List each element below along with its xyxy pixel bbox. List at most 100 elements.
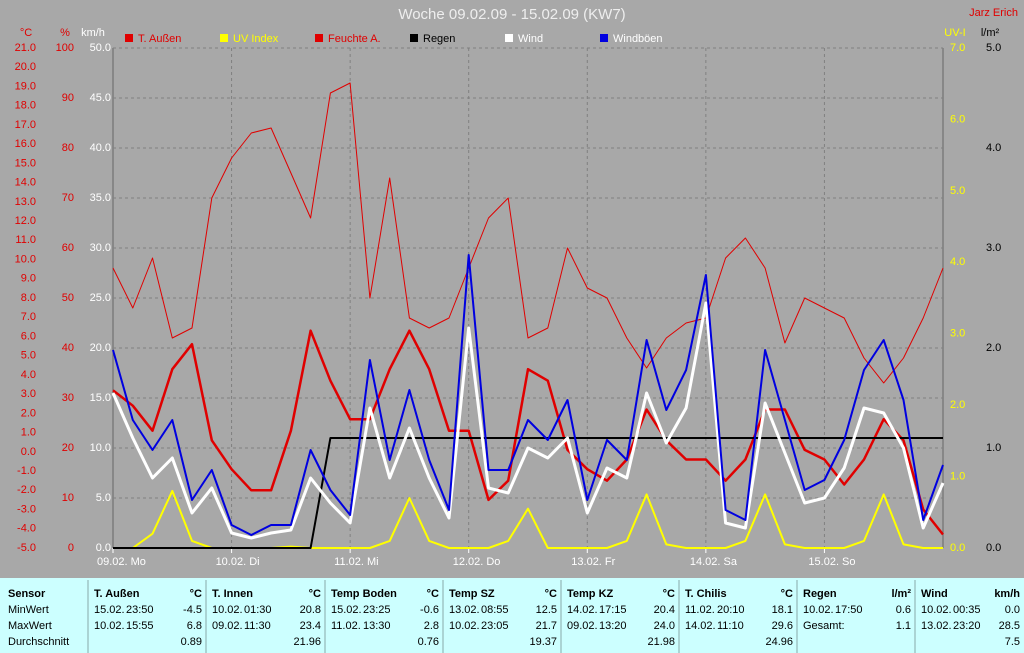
y-tick-label: 10.0 [90,442,111,454]
cell: 15.02. [331,604,362,616]
y-tick-label: -1.0 [17,465,36,477]
y-tick-label: 2.0 [21,407,36,419]
column-unit: °C [309,588,321,600]
stats-table: Sensor MinWert MaxWert Durchschnitt T. Außen… [8,580,1020,653]
y-tick-label: 25.0 [90,292,111,304]
y-tick-label: 35.0 [90,192,111,204]
x-tick-label: 15.02. So [808,556,855,568]
row-label: MinWert [8,604,49,616]
row-label: Sensor [8,588,46,600]
cell: 13.02. [449,604,480,616]
axis-title: °C [20,27,32,39]
table-background [0,578,1024,653]
cell: 17:50 [835,604,863,616]
y-tick-label: 18.0 [15,100,36,112]
y-tick-label: 6.0 [950,113,965,125]
cell: 00:35 [953,604,981,616]
legend-label: Regen [423,33,455,45]
cell: 20:10 [717,604,745,616]
y-tick-label: 19.0 [15,80,36,92]
cell: 24.96 [765,636,793,648]
y-tick-label: 4.0 [986,142,1001,154]
column-name: T. Innen [212,588,253,600]
cell: 13.02. [921,620,952,632]
column-name: Temp KZ [567,588,614,600]
y-tick-label: 3.0 [986,242,1001,254]
y-tick-label: 7.0 [21,311,36,323]
y-tick-label: 0.0 [986,542,1001,554]
y-tick-label: 100 [56,42,74,54]
column-unit: °C [781,588,793,600]
cell: 21.98 [647,636,675,648]
column-name: Regen [803,588,837,600]
y-tick-label: 50.0 [90,42,111,54]
y-tick-label: 4.0 [21,369,36,381]
column-name: Temp Boden [331,588,397,600]
cell: -0.6 [420,604,439,616]
legend-swatch [125,34,133,42]
y-tick-label: 30 [62,392,74,404]
y-tick-label: 20 [62,442,74,454]
y-tick-label: -4.0 [17,523,36,535]
axis-title: km/h [81,27,105,39]
y-tick-label: 5.0 [96,492,111,504]
series-line [111,301,945,540]
cell: 10.02. [803,604,834,616]
y-tick-label: 5.0 [950,185,965,197]
cell: 19.37 [529,636,557,648]
y-tick-label: 1.0 [950,470,965,482]
cell: 0.89 [181,636,202,648]
cell: 23:05 [481,620,509,632]
legend-swatch [220,34,228,42]
legend-label: Windböen [613,33,663,45]
legend-swatch [600,34,608,42]
cell: 13:30 [363,620,391,632]
y-tick-label: 7.0 [950,42,965,54]
y-tick-label: 40 [62,342,74,354]
y-tick-label: 80 [62,142,74,154]
column-name: T. Chilis [685,588,727,600]
y-tick-label: 15.0 [15,157,36,169]
y-tick-label: 17.0 [15,119,36,131]
y-tick-label: 1.0 [986,442,1001,454]
x-tick-label: 13.02. Fr [571,556,615,568]
cell: 09.02. [567,620,598,632]
y-tick-label: 4.0 [950,256,965,268]
row-label: Durchschnitt [8,636,69,648]
y-tick-label: 0 [68,542,74,554]
y-tick-label: 11.0 [15,234,36,246]
y-tick-label: -3.0 [17,503,36,515]
series-line [113,437,943,549]
legend-label: Wind [518,33,543,45]
y-tick-label: 10 [62,492,74,504]
y-tick-label: 5.0 [21,350,36,362]
y-tick-label: 20.0 [15,61,36,73]
y-tick-label: 40.0 [90,142,111,154]
y-tick-label: 14.0 [15,177,36,189]
y-tick-label: 45.0 [90,92,111,104]
cell: 0.76 [418,636,439,648]
y-tick-label: 60 [62,242,74,254]
y-tick-label: 20.0 [90,342,111,354]
cell: -4.5 [183,604,202,616]
column-unit: °C [663,588,675,600]
cell: 23:20 [953,620,981,632]
y-tick-label: 16.0 [15,138,36,150]
cell: 18.1 [772,604,793,616]
cell: 20.8 [300,604,321,616]
y-tick-label: 5.0 [986,42,1001,54]
cell: Gesamt: [803,620,845,632]
y-tick-label: 9.0 [21,273,36,285]
cell: 6.8 [187,620,202,632]
cell: 21.7 [536,620,557,632]
cell: 11.02. [331,620,361,632]
y-tick-label: 0.0 [950,542,965,554]
series-line [112,82,944,384]
cell: 20.4 [654,604,675,616]
y-tick-label: 3.0 [21,388,36,400]
cell: 15:55 [126,620,154,632]
cell: 09.02. [212,620,243,632]
cell: 23:25 [363,604,391,616]
